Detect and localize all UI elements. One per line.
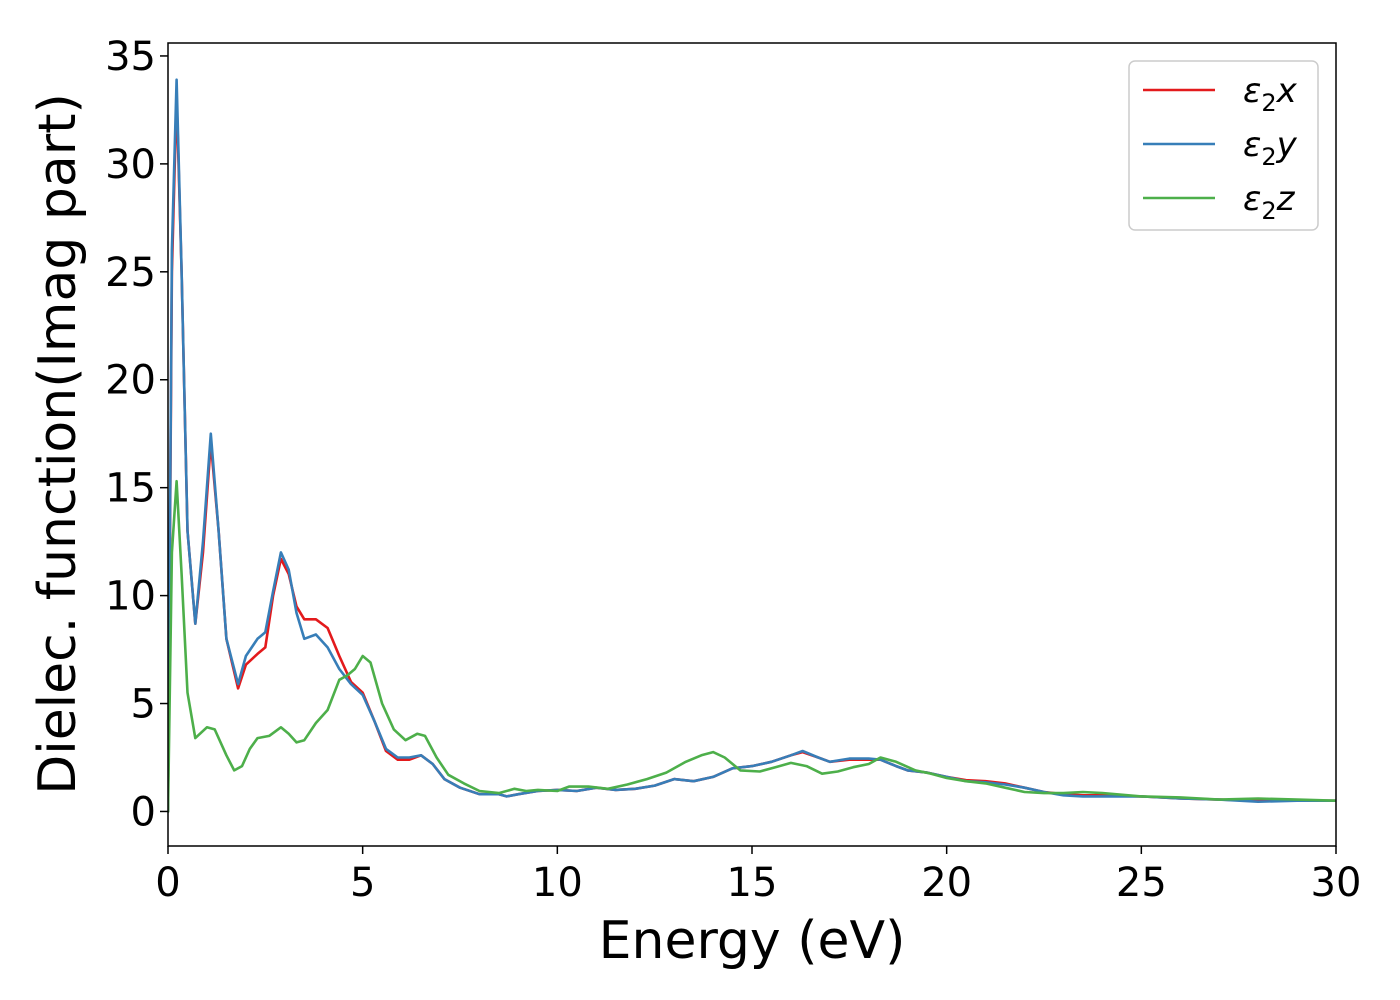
legend-label-z: ε2z: [1243, 179, 1296, 225]
y-axis-label: Dielec. function(Imag part): [28, 93, 88, 795]
x-tick-label: 15: [727, 860, 778, 906]
y-tick-label: 25: [105, 250, 156, 296]
legend-box: [1128, 60, 1319, 231]
y-tick-label: 35: [105, 34, 156, 80]
x-tick-label: 25: [1116, 860, 1167, 906]
x-tick-label: 30: [1311, 860, 1362, 906]
x-ticks: 0 5 10 15 20 25 30: [155, 846, 1361, 906]
x-tick-label: 5: [350, 860, 375, 906]
legend-label-y: ε2y: [1243, 125, 1298, 171]
legend: ε2x ε2y ε2z: [1128, 60, 1319, 231]
x-tick-label: 0: [155, 860, 180, 906]
x-tick-label: 10: [532, 860, 583, 906]
plot-lines: [168, 78, 1336, 813]
y-tick-label: 5: [131, 682, 156, 728]
y-ticks: 0 5 10 15 20 25 30 35: [105, 34, 168, 835]
y-tick-label: 20: [105, 358, 156, 404]
legend-label-x: ε2x: [1243, 71, 1298, 117]
y-tick-label: 30: [105, 142, 156, 188]
x-tick-label: 20: [921, 860, 972, 906]
plot-frame: [167, 42, 1337, 847]
y-tick-label: 0: [131, 789, 156, 835]
y-tick-label: 15: [105, 466, 156, 512]
y-tick-label: 10: [105, 574, 156, 620]
series-line-z: [168, 479, 1336, 813]
x-axis-label: Energy (eV): [599, 911, 906, 971]
